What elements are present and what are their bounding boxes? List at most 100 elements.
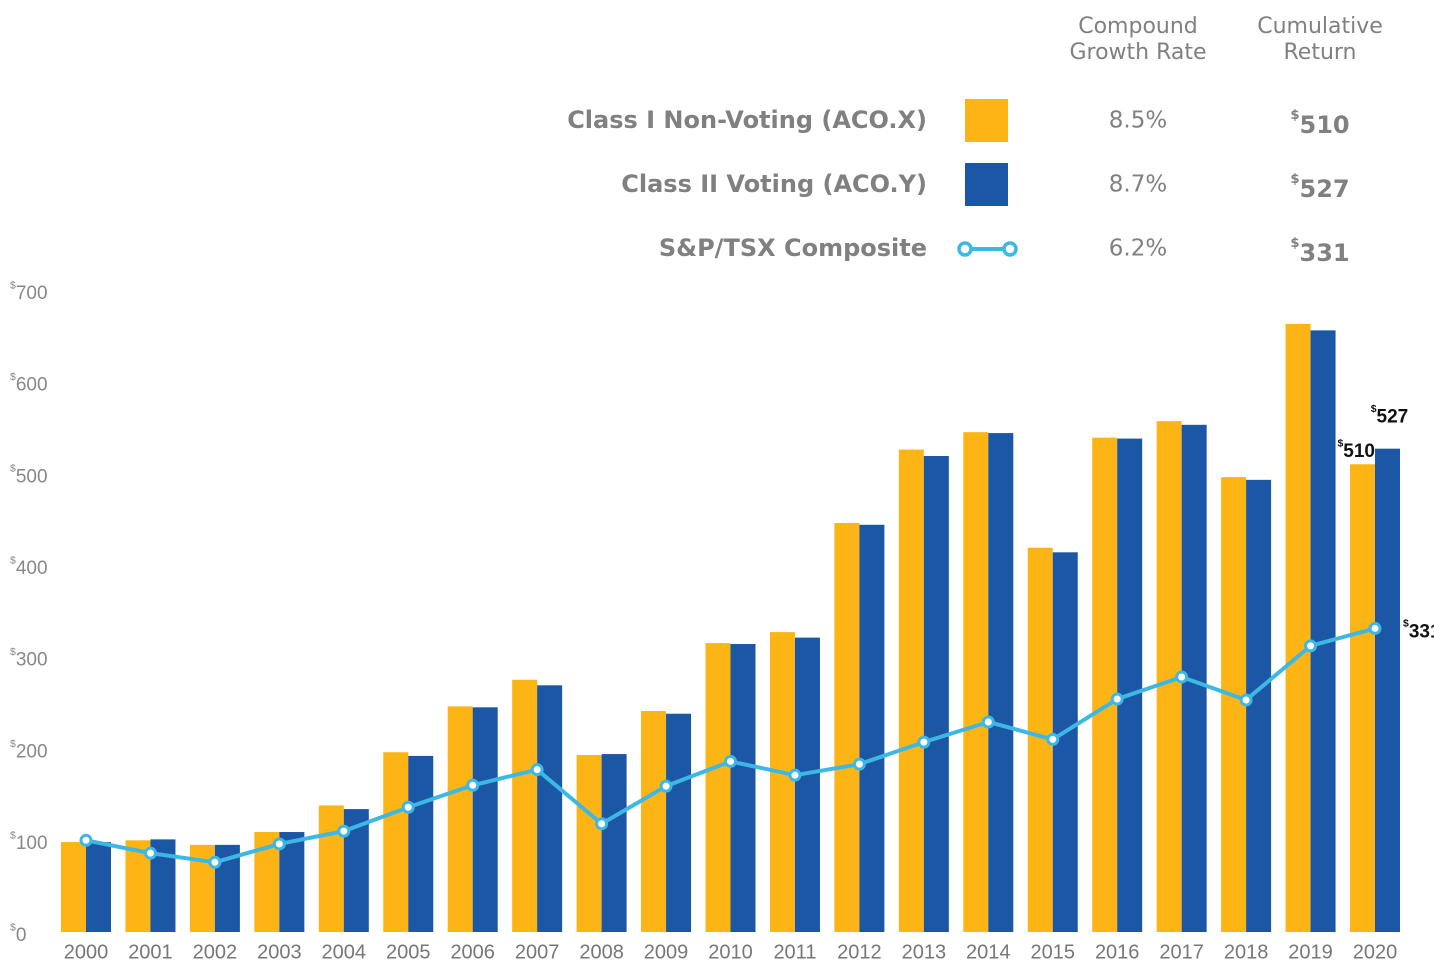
y-tick-label: $100 — [10, 830, 48, 854]
bar — [1246, 479, 1272, 932]
y-tick-label: $600 — [10, 372, 48, 396]
growth-rate: 8.5% — [1109, 108, 1167, 134]
x-tick-label: 2005 — [386, 941, 431, 963]
x-tick-label: 2020 — [1353, 941, 1398, 963]
bar — [1285, 323, 1311, 932]
line-marker — [852, 757, 866, 771]
x-tick-label: 2011 — [773, 941, 816, 963]
legend-swatch — [965, 163, 1008, 206]
y-tick-label: $700 — [10, 280, 48, 304]
legend-header: Growth Rate — [1069, 40, 1206, 65]
x-tick-label: 2013 — [902, 941, 947, 963]
bar — [1117, 438, 1143, 932]
bar — [472, 707, 498, 932]
line-marker — [401, 800, 415, 814]
bar — [898, 449, 924, 932]
x-tick-label: 2001 — [128, 941, 173, 963]
line-marker — [1239, 693, 1253, 707]
bar — [318, 805, 344, 932]
line-marker — [595, 817, 609, 831]
bar — [1350, 464, 1375, 932]
growth-rate: 8.7% — [1109, 172, 1167, 198]
bar — [963, 432, 989, 932]
line-marker — [79, 833, 93, 847]
legend-label: Class II Voting (ACO.Y) — [621, 170, 927, 198]
legend-marker — [957, 241, 973, 257]
y-tick-label: $500 — [10, 463, 48, 487]
bar — [769, 632, 795, 932]
bar — [576, 754, 602, 932]
y-tick-label: $200 — [10, 739, 48, 763]
legend-header: Cumulative — [1257, 14, 1383, 39]
bar — [988, 433, 1014, 932]
x-tick-label: 2014 — [966, 941, 1011, 963]
x-tick-label: 2007 — [515, 941, 560, 963]
bar — [794, 637, 820, 932]
bar — [601, 754, 627, 932]
data-label: $527 — [1371, 404, 1409, 428]
bar — [1310, 330, 1336, 933]
bar — [859, 524, 885, 932]
bar — [383, 752, 409, 932]
x-tick-label: 2019 — [1288, 941, 1333, 963]
line-marker — [272, 837, 286, 851]
bar — [730, 644, 756, 932]
x-tick-label: 2004 — [322, 941, 367, 963]
line-marker — [1368, 621, 1382, 635]
legend-header: Return — [1283, 40, 1356, 65]
x-tick-label: 2015 — [1031, 941, 1076, 963]
cumulative-return: $510 — [1290, 108, 1349, 139]
line-marker — [1304, 639, 1318, 653]
cumulative-return: $527 — [1290, 172, 1349, 203]
line-marker — [337, 824, 351, 838]
line-marker — [788, 768, 802, 782]
bar — [61, 842, 86, 932]
x-tick-label: 2002 — [193, 941, 238, 963]
x-tick-label: 2017 — [1159, 941, 1204, 963]
bar — [512, 679, 538, 932]
bar — [408, 755, 434, 932]
bar — [86, 842, 111, 932]
y-tick-label: $0 — [10, 922, 26, 946]
x-tick-label: 2018 — [1224, 941, 1269, 963]
data-label: $331 — [1403, 618, 1434, 642]
x-tick-label: 2006 — [450, 941, 495, 963]
cumulative-return: $331 — [1290, 236, 1349, 267]
line-marker — [981, 715, 995, 729]
x-tick-label: 2010 — [708, 941, 753, 963]
growth-rate: 6.2% — [1109, 236, 1167, 262]
line-marker — [208, 855, 222, 869]
x-tick-label: 2009 — [644, 941, 689, 963]
y-tick-label: $400 — [10, 555, 48, 579]
legend-header: Compound — [1078, 14, 1198, 39]
bar — [1092, 437, 1118, 932]
data-label: $510 — [1337, 438, 1375, 462]
line-marker — [917, 735, 931, 749]
line-marker — [1175, 670, 1189, 684]
legend-label: S&P/TSX Composite — [659, 234, 927, 262]
bar — [705, 643, 731, 932]
bar — [447, 706, 473, 932]
bar — [1375, 448, 1400, 932]
x-tick-label: 2012 — [837, 941, 882, 963]
line-marker — [1046, 732, 1060, 746]
bar — [666, 713, 692, 932]
legend-swatch — [965, 99, 1008, 142]
x-tick-label: 2000 — [64, 941, 109, 963]
line-marker — [530, 763, 544, 777]
legend-label: Class I Non-Voting (ACO.X) — [567, 106, 927, 134]
line-marker — [1110, 692, 1124, 706]
y-tick-label: $300 — [10, 647, 48, 671]
bar — [641, 710, 667, 932]
line-marker — [659, 779, 673, 793]
legend-marker — [1002, 241, 1018, 257]
bar — [537, 685, 563, 932]
x-tick-label: 2016 — [1095, 941, 1140, 963]
x-tick-label: 2003 — [257, 941, 302, 963]
line-marker — [143, 846, 157, 860]
line-marker — [466, 778, 480, 792]
bar — [923, 456, 949, 932]
bar — [834, 522, 860, 932]
x-tick-label: 2008 — [579, 941, 624, 963]
